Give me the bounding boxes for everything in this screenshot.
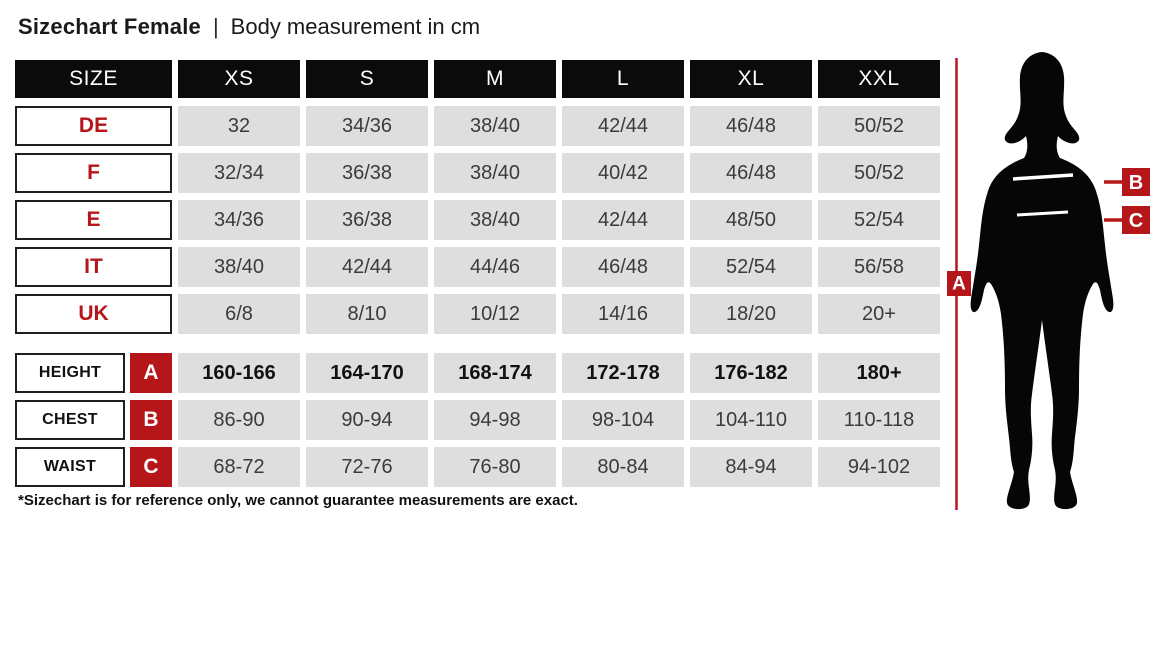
row-label-e: E (15, 200, 172, 240)
header-col-xxl: XXL (818, 60, 940, 98)
cell-height-xs: 160-166 (178, 353, 300, 393)
row-label-f: F (15, 153, 172, 193)
section-spacer (15, 341, 940, 353)
cell-f-m: 38/40 (434, 153, 556, 193)
cell-chest-m: 94-98 (434, 400, 556, 440)
cell-chest-xxl: 110-118 (818, 400, 940, 440)
marker-b-badge (1122, 168, 1150, 196)
cell-it-m: 44/46 (434, 247, 556, 287)
header-col-s: S (306, 60, 428, 98)
cell-waist-m: 76-80 (434, 447, 556, 487)
page-title: Sizechart Female | Body measurement in c… (18, 14, 480, 40)
chest-line (1012, 173, 1074, 181)
marker-b-letter: B (1129, 172, 1143, 194)
cell-de-l: 42/44 (562, 106, 684, 146)
cell-waist-l: 80-84 (562, 447, 684, 487)
cell-chest-s: 90-94 (306, 400, 428, 440)
marker-a-letter: A (952, 274, 966, 295)
cell-e-xxl: 52/54 (818, 200, 940, 240)
cell-it-xxl: 56/58 (818, 247, 940, 287)
cell-e-xs: 34/36 (178, 200, 300, 240)
cell-it-xl: 52/54 (690, 247, 812, 287)
table-row-uk: UK 6/8 8/10 10/12 14/16 18/20 20+ (15, 294, 940, 334)
chest-label-group: CHEST B (15, 400, 172, 440)
cell-it-l: 46/48 (562, 247, 684, 287)
cell-uk-xxl: 20+ (818, 294, 940, 334)
waist-label: WAIST (15, 447, 125, 487)
title-separator: | (212, 14, 219, 39)
table-row-de: DE 32 34/36 38/40 42/44 46/48 50/52 (15, 106, 940, 146)
cell-de-xxl: 50/52 (818, 106, 940, 146)
chest-marker-badge: B (130, 400, 172, 440)
waist-marker-badge: C (130, 447, 172, 487)
cell-de-m: 38/40 (434, 106, 556, 146)
cell-uk-m: 10/12 (434, 294, 556, 334)
height-label-group: HEIGHT A (15, 353, 172, 393)
table-header-row: SIZE XS S M L XL XXL (15, 60, 940, 98)
waist-label-group: WAIST C (15, 447, 172, 487)
table-row-e: E 34/36 36/38 38/40 42/44 48/50 52/54 (15, 200, 940, 240)
cell-chest-xs: 86-90 (178, 400, 300, 440)
cell-uk-l: 14/16 (562, 294, 684, 334)
chest-label: CHEST (15, 400, 125, 440)
cell-uk-s: 8/10 (306, 294, 428, 334)
cell-e-l: 42/44 (562, 200, 684, 240)
row-label-it: IT (15, 247, 172, 287)
marker-a-badge (947, 271, 971, 296)
title-subtitle: Body measurement in cm (230, 14, 481, 39)
cell-it-xs: 38/40 (178, 247, 300, 287)
row-label-de: DE (15, 106, 172, 146)
title-main: Sizechart Female (18, 14, 201, 39)
cell-e-m: 38/40 (434, 200, 556, 240)
table-row-height: HEIGHT A 160-166 164-170 168-174 172-178… (15, 353, 940, 393)
waist-line (1016, 210, 1069, 217)
footnote: *Sizechart is for reference only, we can… (18, 492, 578, 509)
female-silhouette (970, 52, 1114, 510)
cell-chest-xl: 104-110 (690, 400, 812, 440)
header-col-xl: XL (690, 60, 812, 98)
table-row-chest: CHEST B 86-90 90-94 94-98 98-104 104-110… (15, 400, 940, 440)
header-col-xs: XS (178, 60, 300, 98)
cell-e-xl: 48/50 (690, 200, 812, 240)
table-row-waist: WAIST C 68-72 72-76 76-80 80-84 84-94 94… (15, 447, 940, 487)
cell-height-l: 172-178 (562, 353, 684, 393)
cell-waist-xxl: 94-102 (818, 447, 940, 487)
marker-c-badge (1122, 206, 1150, 234)
height-marker-badge: A (130, 353, 172, 393)
cell-f-xs: 32/34 (178, 153, 300, 193)
cell-it-s: 42/44 (306, 247, 428, 287)
cell-chest-l: 98-104 (562, 400, 684, 440)
cell-f-s: 36/38 (306, 153, 428, 193)
sizechart-table: SIZE XS S M L XL XXL DE 32 34/36 38/40 4… (15, 60, 940, 494)
header-col-m: M (434, 60, 556, 98)
table-row-it: IT 38/40 42/44 44/46 46/48 52/54 56/58 (15, 247, 940, 287)
header-col-l: L (562, 60, 684, 98)
body-measurement-figure: A B C (930, 48, 1169, 520)
cell-uk-xs: 6/8 (178, 294, 300, 334)
cell-waist-xs: 68-72 (178, 447, 300, 487)
cell-height-m: 168-174 (434, 353, 556, 393)
row-label-uk: UK (15, 294, 172, 334)
cell-de-xl: 46/48 (690, 106, 812, 146)
cell-f-l: 40/42 (562, 153, 684, 193)
cell-uk-xl: 18/20 (690, 294, 812, 334)
cell-e-s: 36/38 (306, 200, 428, 240)
cell-waist-s: 72-76 (306, 447, 428, 487)
marker-c-letter: C (1129, 210, 1143, 232)
cell-waist-xl: 84-94 (690, 447, 812, 487)
cell-de-s: 34/36 (306, 106, 428, 146)
figure-svg: A B C (947, 52, 1150, 510)
header-size: SIZE (15, 60, 172, 98)
height-label: HEIGHT (15, 353, 125, 393)
cell-height-xxl: 180+ (818, 353, 940, 393)
cell-height-s: 164-170 (306, 353, 428, 393)
cell-height-xl: 176-182 (690, 353, 812, 393)
cell-f-xl: 46/48 (690, 153, 812, 193)
table-row-f: F 32/34 36/38 38/40 40/42 46/48 50/52 (15, 153, 940, 193)
cell-de-xs: 32 (178, 106, 300, 146)
cell-f-xxl: 50/52 (818, 153, 940, 193)
